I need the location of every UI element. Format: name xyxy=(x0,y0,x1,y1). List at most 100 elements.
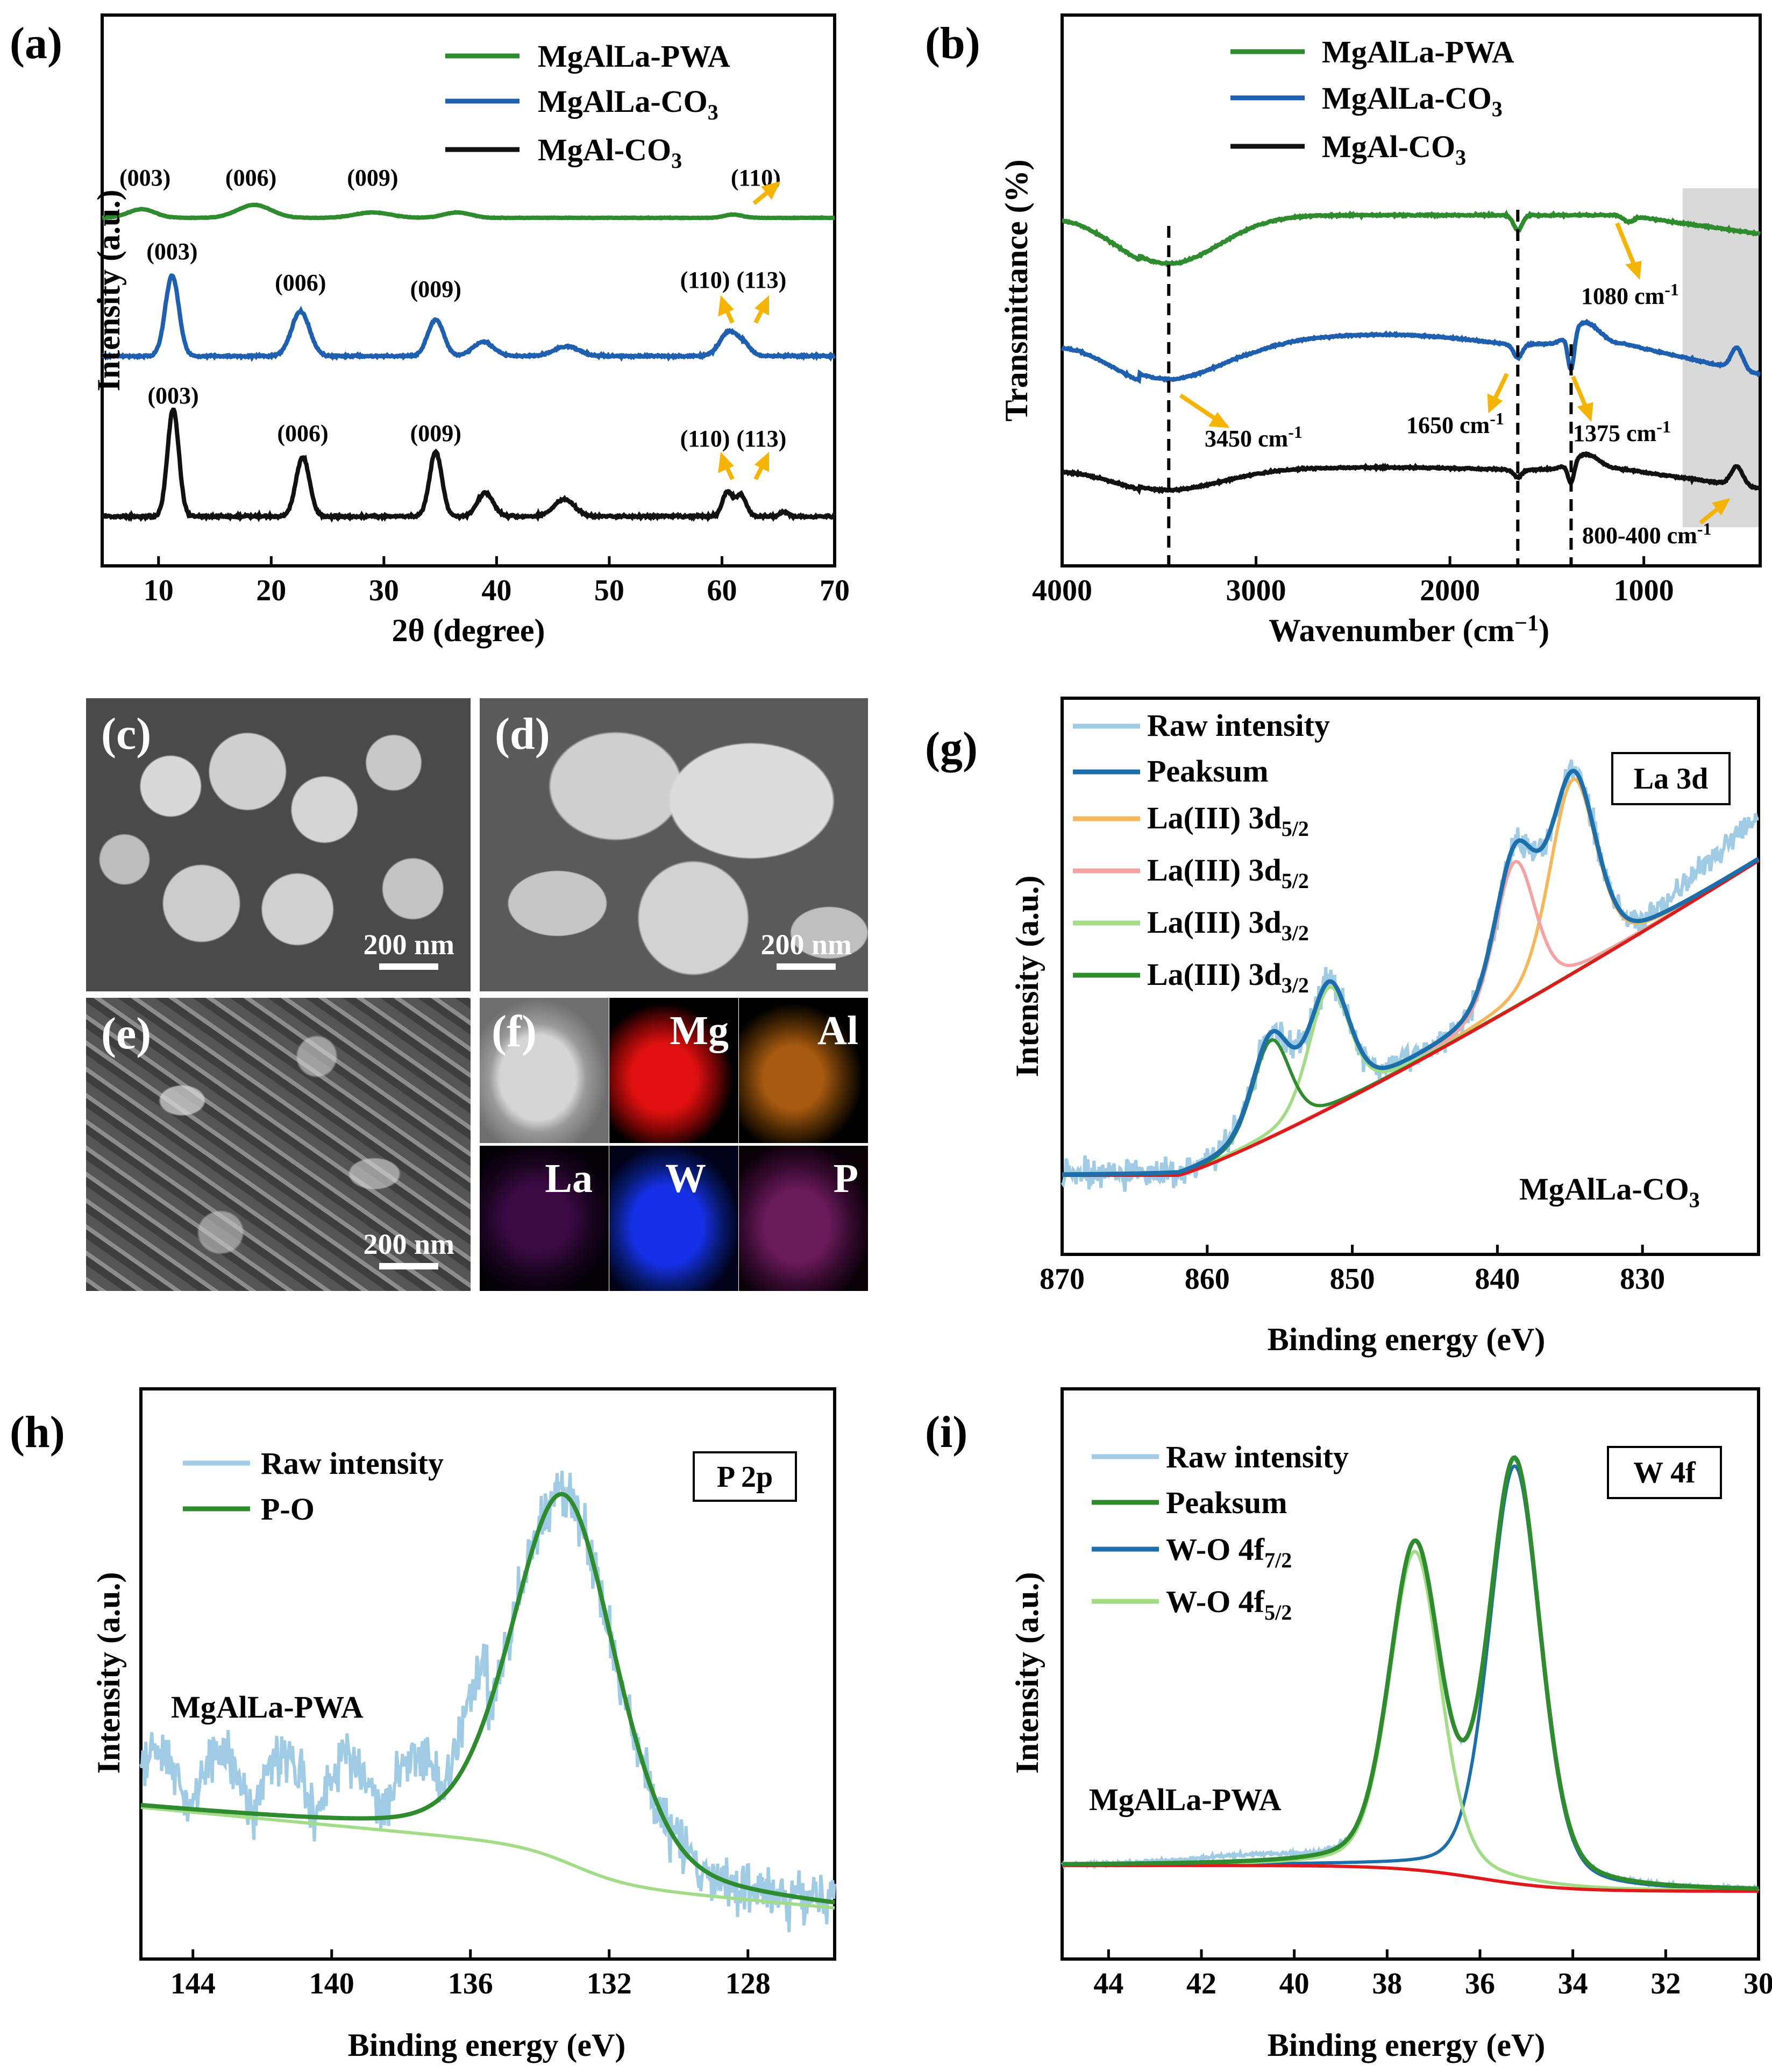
peaksum-line xyxy=(1062,769,1760,1177)
panel-g: (g) 870 860 850 840 830 Raw intensity Peaksu… xyxy=(925,697,1760,1357)
panel-a-x-label: 2θ (degree) xyxy=(392,613,545,648)
peak-label: (009) xyxy=(410,420,461,446)
panel-b-dashed-lines xyxy=(1167,210,1573,566)
panel-h-box-label: P 2p xyxy=(717,1460,773,1494)
x-tick-label: 34 xyxy=(1558,1967,1588,2000)
x-tick-label: 4000 xyxy=(1032,574,1092,607)
panel-e-scale-label: 200 nm xyxy=(363,1228,454,1260)
panel-a-series xyxy=(100,202,837,523)
peak-label: (110) xyxy=(680,267,730,293)
panel-c-scale-line xyxy=(379,963,439,970)
panel-c-scale-bar: 200 nm xyxy=(363,928,454,970)
peak-label: (006) xyxy=(277,420,328,446)
legend-label-raw: Raw intensity xyxy=(1166,1439,1349,1474)
sem-image-c: (c) 200 nm xyxy=(86,698,471,991)
panel-g-x-label: Binding energy (eV) xyxy=(1268,1322,1546,1357)
eds-map-p: P xyxy=(739,1146,868,1291)
panel-e-texture xyxy=(86,998,471,1291)
eds-label-al: Al xyxy=(817,1008,858,1053)
legend-label-raw: Raw intensity xyxy=(1147,708,1330,743)
eds-label-mg: Mg xyxy=(670,1008,729,1053)
panel-a-y-label: Intensity (a.u.) xyxy=(91,189,126,391)
eds-label-la: La xyxy=(545,1156,593,1201)
peak-label: (006) xyxy=(275,269,326,296)
panel-i-x-ticks: 44 42 40 38 36 34 32 30 xyxy=(1093,1949,1772,2000)
legend-label-p-o: P-O xyxy=(261,1492,315,1527)
panel-h-letter: (h) xyxy=(10,1407,65,1457)
xrd-line-0 xyxy=(102,202,835,221)
x-tick-label: 30 xyxy=(369,574,399,607)
panel-b-x-ticks: 4000 3000 2000 1000 xyxy=(1032,556,1674,607)
panel-c-letter: (c) xyxy=(101,709,152,759)
x-tick-label: 44 xyxy=(1093,1967,1123,2000)
x-tick-label: 32 xyxy=(1650,1967,1681,2000)
x-tick-label: 870 xyxy=(1040,1262,1085,1296)
xrd-line-2 xyxy=(100,407,837,523)
peak-label: (110) xyxy=(680,425,730,452)
peak-label: (003) xyxy=(147,382,198,409)
panel-e-letter: (e) xyxy=(101,1009,152,1059)
x-tick-label: 860 xyxy=(1185,1262,1230,1296)
legend-label-raw: Raw intensity xyxy=(261,1446,444,1481)
panel-a: (a) 10 20 30 40 50 60 70 (003) (006) (009) (110)(… xyxy=(10,13,850,648)
x-tick-label: 70 xyxy=(820,574,850,607)
baseline-line xyxy=(140,1806,835,1910)
legend-label-mgalla-co3: MgAlLa-CO3 xyxy=(538,84,718,124)
panel-g-sample-label: MgAlLa-CO3 xyxy=(1519,1172,1700,1212)
panel-f-letter: (f) xyxy=(492,1006,537,1056)
eds-sem-reference: (f) xyxy=(480,998,609,1143)
peak-label: (113) xyxy=(736,425,786,452)
panel-i-letter: (i) xyxy=(925,1407,967,1457)
x-tick-label: 850 xyxy=(1330,1262,1375,1296)
panel-d-scale-bar: 200 nm xyxy=(760,928,852,970)
legend-label-mgal-co3: MgAl-CO3 xyxy=(1322,129,1466,169)
panel-e-scale-line xyxy=(379,1263,439,1269)
panel-a-legend: MgAlLa-PWA MgAlLa-CO3 MgAl-CO3 xyxy=(445,39,730,173)
panel-b: (b) 4000 3000 2000 1000 3450 cm-1 1650 cm-1… xyxy=(925,13,1762,648)
eds-map-al: Al xyxy=(739,998,868,1143)
panel-d-scale-line xyxy=(777,963,836,970)
eds-label-p: P xyxy=(833,1156,858,1201)
panel-c-scale-label: 200 nm xyxy=(363,928,454,961)
panel-h-series xyxy=(139,1471,836,1933)
annotation-1650: 1650 cm-1 xyxy=(1406,409,1504,438)
panel-i-y-label: Intensity (a.u.) xyxy=(1009,1572,1045,1773)
peak-label: (003) xyxy=(146,238,197,265)
panel-h-x-label: Binding energy (eV) xyxy=(348,2027,626,2063)
x-tick-label: 1000 xyxy=(1614,574,1674,607)
panel-i-box-label: W 4f xyxy=(1633,1456,1696,1489)
legend-label-mgal-co3: MgAl-CO3 xyxy=(538,132,682,173)
x-tick-label: 140 xyxy=(309,1967,354,2000)
x-tick-label: 840 xyxy=(1475,1262,1520,1296)
panel-i-box xyxy=(1607,1446,1722,1499)
panel-i-series xyxy=(1061,1454,1760,1893)
panel-a-peak-labels: (003) (006) (009) (110) (003) (006) (009) (110)… xyxy=(119,165,786,452)
sem-image-e: (e) 200 nm xyxy=(86,998,471,1291)
panel-h-y-label: Intensity (a.u.) xyxy=(91,1572,126,1773)
ftir-line-2 xyxy=(1061,451,1762,495)
panel-e-scale-bar: 200 nm xyxy=(363,1227,454,1269)
eds-label-w: W xyxy=(665,1156,706,1201)
eds-maps-f: (f) Mg Al La W P xyxy=(480,998,868,1291)
panel-b-x-label: Wavenumber (cm−1) xyxy=(1269,611,1549,648)
legend-label-mgalla-pwa: MgAlLa-PWA xyxy=(1322,34,1514,69)
panel-h-x-ticks: 144 140 136 132 128 xyxy=(170,1949,771,2000)
x-tick-label: 30 xyxy=(1743,1967,1772,2000)
panel-b-legend: MgAlLa-PWA MgAlLa-CO3 MgAl-CO3 xyxy=(1230,34,1514,169)
x-tick-label: 40 xyxy=(481,574,511,607)
panel-g-frame xyxy=(1061,697,1760,1256)
peak-label: (006) xyxy=(225,165,276,191)
peak-label: (003) xyxy=(119,165,170,191)
x-tick-label: 132 xyxy=(587,1967,632,2000)
x-tick-label: 136 xyxy=(448,1967,493,2000)
panel-b-y-label: Transmittance (%) xyxy=(999,159,1034,421)
panel-a-arrows xyxy=(718,181,781,480)
baseline-line xyxy=(1062,1864,1759,1893)
annotation-3450: 3450 cm-1 xyxy=(1205,422,1303,452)
panel-i-frame xyxy=(1061,1387,1760,1961)
eds-map-w: W xyxy=(609,1146,738,1291)
panel-d-scale-label: 200 nm xyxy=(760,928,852,961)
panel-a-x-ticks: 10 20 30 40 50 60 70 xyxy=(144,556,850,607)
eds-map-la: La xyxy=(480,1146,609,1291)
